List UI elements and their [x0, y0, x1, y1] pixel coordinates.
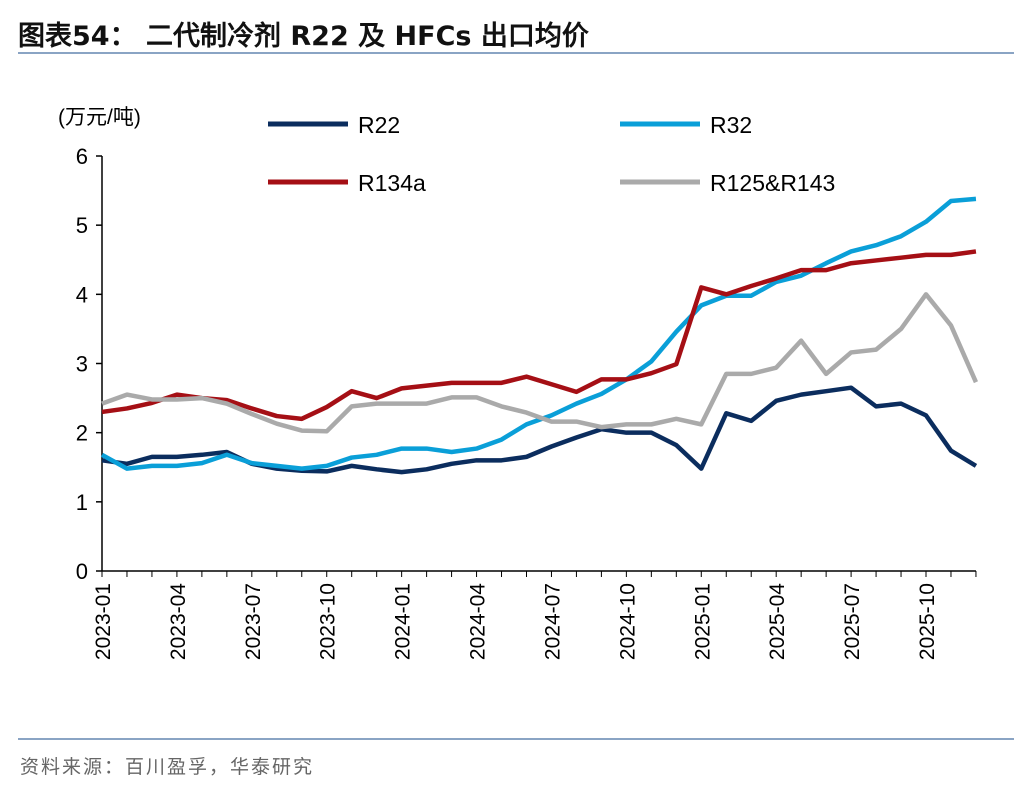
- x-tick-label: 2024-01: [392, 583, 415, 660]
- x-tick-label: 2023-04: [167, 583, 190, 660]
- x-tick-label: 2023-07: [242, 583, 265, 660]
- x-tick-label: 2024-04: [467, 583, 490, 660]
- series-line-R32: [100, 196, 977, 471]
- x-tick-label: 2023-01: [92, 583, 115, 660]
- source-divider: [18, 738, 1014, 740]
- y-tick-label: 6: [76, 144, 88, 169]
- x-tick-label: 2023-10: [317, 583, 340, 660]
- x-tick-label: 2025-04: [766, 583, 789, 660]
- x-tick-label: 2025-10: [916, 583, 939, 660]
- title-divider: [18, 52, 1014, 54]
- chart-title: 图表54： 二代制冷剂 R22 及 HFCs 出口均价: [18, 21, 589, 52]
- x-tick-label: 2025-07: [841, 583, 864, 660]
- legend-label: R134a: [358, 170, 426, 196]
- legend-label: R125&R143: [710, 170, 835, 196]
- legend-label: R32: [710, 112, 752, 138]
- y-tick-label: 2: [76, 421, 88, 446]
- series-line-R125&R143: [101, 292, 979, 434]
- legend-label: R22: [358, 112, 400, 138]
- x-tick-label: 2024-07: [541, 583, 564, 660]
- x-tick-label: 2024-10: [616, 583, 639, 660]
- y-tick-label: 3: [76, 352, 88, 377]
- y-tick-label: 5: [76, 213, 88, 238]
- y-tick-label: 1: [76, 490, 88, 515]
- series-line-R134a: [101, 249, 977, 422]
- x-tick-label: 2025-01: [691, 583, 714, 660]
- y-axis-label: (万元/吨): [58, 106, 141, 129]
- y-tick-label: 0: [76, 559, 88, 584]
- source-note: 资料来源：百川盈孚，华泰研究: [20, 756, 315, 778]
- y-tick-label: 4: [76, 282, 88, 307]
